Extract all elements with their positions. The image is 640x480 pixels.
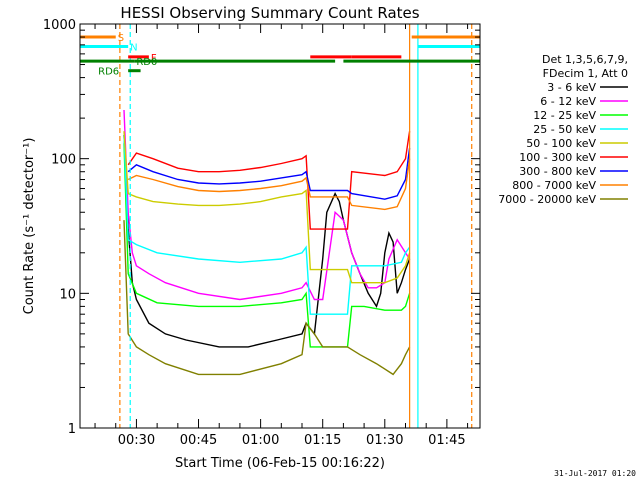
x-tick-label: 00:45 (180, 433, 217, 448)
legend-header-line-1: Det 1,3,5,6,7,9, (542, 53, 628, 66)
flag-label-rd0: RD0 (136, 57, 157, 68)
series-line-300-800-kev (127, 147, 411, 200)
y-axis-label: Count Rate (s⁻¹ detector⁻¹) (22, 138, 37, 315)
x-tick-label: 01:30 (366, 433, 403, 448)
series-line-3-6-kev (123, 134, 411, 348)
series-layer (123, 109, 411, 376)
flag-label-flare: F (151, 53, 157, 64)
y-tick-label: 1000 (43, 18, 76, 33)
series-line-12-25-kev (123, 143, 411, 348)
series-line-800-7000-kev (127, 158, 411, 211)
series-line-50-100-kev (123, 131, 411, 284)
legend-label-100-300-kev: 100 - 300 keV (519, 151, 596, 164)
series-line-7000-20000-kev (123, 220, 411, 376)
series-line-100-300-kev (127, 131, 411, 230)
legend-label-800-7000-kev: 800 - 7000 keV (512, 179, 596, 192)
timestamp: 31-Jul-2017 01:20 (554, 469, 636, 478)
legend-label-7000-20000-kev: 7000 - 20000 keV (498, 193, 596, 206)
legend-header-line-2: FDecim 1, Att 0 (543, 67, 628, 80)
axis-layer: 1 10 100 1000 00:30 00:45 01:00 01:15 01:30 01:45 (43, 18, 480, 448)
x-axis-label: Start Time (06-Feb-15 00:16:22) (175, 456, 385, 471)
legend-label-6-12-kev: 6 - 12 keV (540, 95, 596, 108)
flag-label-night: N (130, 43, 137, 54)
series-line-25-50-kev (123, 134, 411, 315)
y-tick-label: 10 (59, 287, 76, 302)
y-tick-label: 100 (51, 153, 76, 168)
legend-label-50-100-kev: 50 - 100 keV (526, 137, 596, 150)
flag-label-saa: S (118, 33, 124, 44)
series-line-6-12-kev (123, 109, 411, 301)
y-tick-label: 1 (68, 422, 76, 437)
legend-label-300-800-kev: 300 - 800 keV (519, 165, 596, 178)
flag-label-rd6: RD6 (98, 67, 119, 78)
legend-label-12-25-kev: 12 - 25 keV (533, 109, 596, 122)
x-tick-label: 00:30 (118, 433, 155, 448)
legend-label-3-6-kev: 3 - 6 keV (547, 81, 596, 94)
chart-title: HESSI Observing Summary Count Rates (120, 4, 419, 22)
x-tick-label: 01:45 (428, 433, 465, 448)
x-tick-label: 01:15 (304, 433, 341, 448)
plot-frame (79, 23, 481, 429)
legend-label-25-50-kev: 25 - 50 keV (533, 123, 596, 136)
x-tick-label: 01:00 (242, 433, 279, 448)
